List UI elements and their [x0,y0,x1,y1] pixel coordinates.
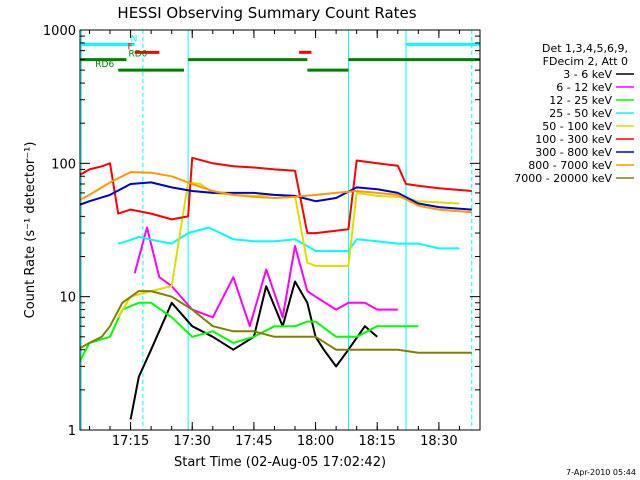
series-line-0 [129,280,378,420]
footer-timestamp: 7-Apr-2010 05:44 [566,468,636,477]
plot-frame [79,29,481,431]
legend-entry-label: 50 - 100 keV [542,120,612,133]
y-axis-label: Count Rate (s⁻¹ detector⁻¹) [23,142,38,319]
x-tick-label: 18:15 [358,434,395,449]
legend-entry-label: 800 - 7000 keV [528,159,612,172]
y-tick-label: 1 [68,424,76,439]
annotation-label: F [127,42,132,52]
legend-entry-label: 7000 - 20000 keV [514,172,612,185]
annotation-label: N [131,34,138,44]
series-line-6 [80,181,472,211]
series-line-8 [80,290,472,354]
axes: 17:15 17:30 17:45 18:00 18:15 18:30 1 10 100 1000 [43,24,481,449]
x-tick-label: 17:45 [235,434,272,449]
y-tick-label: 1000 [43,24,76,39]
legend-header-line: FDecim 2, Att 0 [543,55,628,68]
x-axis-label: Start Time (02-Aug-05 17:02:42) [174,455,386,470]
series-line-7 [80,171,472,214]
legend: Det 1,3,4,5,6,9,FDecim 2, Att 03 - 6 keV… [514,42,634,185]
legend-entry-label: 25 - 50 keV [549,107,612,120]
annotation-label: RD0 [128,50,147,60]
annotation-label: RD6 [95,60,114,70]
x-tick-label: 17:15 [112,434,149,449]
y-tick-label: 100 [51,157,76,172]
legend-entry-label: 300 - 800 keV [535,146,612,159]
x-tick-label: 17:30 [173,434,210,449]
series-line-2 [80,301,419,364]
legend-entry-label: 3 - 6 keV [563,68,612,81]
series-line-1 [133,226,398,328]
legend-entry-label: 100 - 300 keV [535,133,612,146]
series-line-5 [80,156,472,235]
x-tick-label: 18:00 [297,434,334,449]
legend-entry-label: 6 - 12 keV [556,81,612,94]
x-tick-label: 18:30 [420,434,457,449]
legend-header-line: Det 1,3,4,5,6,9, [542,42,628,55]
y-tick-label: 10 [59,291,76,306]
chart-title: HESSI Observing Summary Count Rates [117,4,416,22]
series-line-3 [117,226,460,252]
legend-entry-label: 12 - 25 keV [549,94,612,107]
